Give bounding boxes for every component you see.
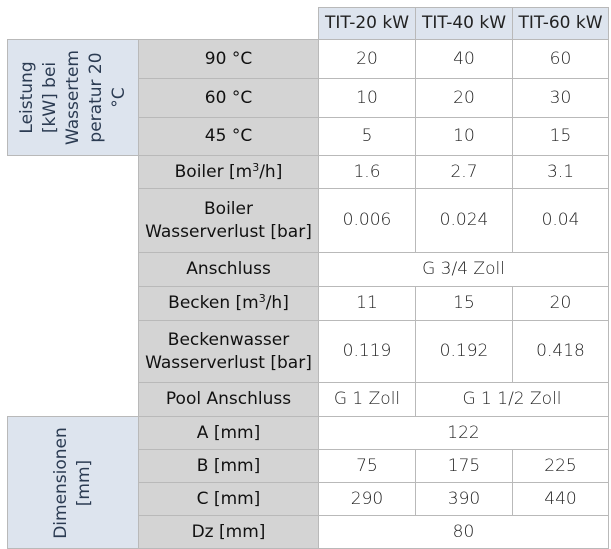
cell-boiler-loss-tit40: 0.024: [415, 188, 513, 253]
cell-boiler-tit40: 2.7: [415, 155, 513, 189]
header-blank: [7, 7, 319, 40]
cell-becken-loss-tit20: 0.119: [318, 320, 416, 383]
cell-45c-tit60: 15: [512, 116, 609, 157]
cell-becken-tit40: 15: [415, 286, 513, 321]
cell-a-all: 122: [318, 416, 609, 450]
cell-becken-loss-tit60: 0.418: [512, 320, 609, 383]
cell-pool-tit40-60: G 1 1/2 Zoll: [415, 382, 609, 417]
table-row-60c: 60 °C 10 20 30: [8, 78, 609, 118]
cell-boiler-tit20: 1.6: [318, 155, 416, 189]
row-label-becken-loss: Beckenwasser Wasserverlust [bar]: [138, 320, 319, 383]
cell-c-tit20: 290: [318, 482, 416, 516]
cell-becken-tit20: 11: [318, 286, 416, 321]
row-label-b: B [mm]: [138, 449, 319, 483]
row-label-pool-anschluss: Pool Anschluss: [138, 382, 319, 417]
row-label-dz: Dz [mm]: [138, 515, 319, 549]
table-row-a: Dimensionen [mm] A [mm] 122: [7, 416, 609, 549]
cell-pool-tit20: G 1 Zoll: [318, 382, 416, 417]
cell-60c-tit20: 10: [318, 78, 416, 118]
row-label-c: C [mm]: [138, 482, 319, 516]
row-label-anschluss: Anschluss: [138, 252, 319, 287]
cell-90c-tit20: 20: [318, 38, 416, 80]
table-row-dz: Dz [mm] 80: [8, 515, 609, 549]
cell-c-tit60: 440: [512, 482, 609, 516]
cell-b-tit60: 225: [512, 449, 609, 483]
spacer-cell: [7, 252, 139, 287]
spacer-cell: [7, 320, 139, 383]
cell-becken-tit60: 20: [512, 286, 609, 321]
cell-90c-tit40: 40: [415, 38, 513, 80]
cell-45c-tit20: 5: [318, 116, 416, 157]
column-header-tit20: TIT-20 kW: [318, 7, 416, 40]
row-label-boiler: Boiler [m3/h]: [138, 155, 319, 189]
cell-b-tit40: 175: [415, 449, 513, 483]
table-row-boiler: Boiler [m3/h] 1.6 2.7 3.1: [7, 155, 609, 189]
cell-60c-tit60: 30: [512, 78, 609, 118]
table-row-90c: Leistung [kW] bei Wassertem peratur 20 °…: [7, 38, 609, 156]
cell-anschluss-all: G 3/4 Zoll: [318, 252, 609, 287]
spacer-cell: [7, 155, 139, 189]
row-label-45c: 45 °C: [138, 116, 319, 157]
row-label-90c: 90 °C: [138, 38, 319, 80]
cell-dz-all: 80: [318, 515, 609, 549]
cell-90c-tit60: 60: [512, 38, 609, 80]
row-label-becken: Becken [m3/h]: [138, 286, 319, 321]
table-row-pool-anschluss: Pool Anschluss G 1 Zoll G 1 1/2 Zoll: [7, 382, 609, 417]
table-row-becken: Becken [m3/h] 11 15 20: [7, 286, 609, 321]
cell-60c-tit40: 20: [415, 78, 513, 118]
spacer-cell: [7, 188, 139, 253]
table-row-anschluss: Anschluss G 3/4 Zoll: [7, 252, 609, 287]
header-row: TIT-20 kW TIT-40 kW TIT-60 kW: [7, 7, 609, 40]
cell-boiler-tit60: 3.1: [512, 155, 609, 189]
column-header-tit40: TIT-40 kW: [415, 7, 513, 40]
table-row-boiler-loss: Boiler Wasserverlust [bar] 0.006 0.024 0.…: [7, 188, 609, 253]
row-label-a: A [mm]: [138, 416, 319, 450]
cell-45c-tit40: 10: [415, 116, 513, 157]
spacer-cell: [7, 286, 139, 321]
cell-boiler-loss-tit20: 0.006: [318, 188, 416, 253]
spacer-cell: [7, 382, 139, 417]
cell-becken-loss-tit40: 0.192: [415, 320, 513, 383]
row-label-60c: 60 °C: [138, 78, 319, 118]
cell-boiler-loss-tit60: 0.04: [512, 188, 609, 253]
group-label-dimensionen: Dimensionen [mm]: [7, 416, 139, 549]
specification-table: TIT-20 kW TIT-40 kW TIT-60 kW Leistung […: [7, 7, 609, 549]
table-row-becken-loss: Beckenwasser Wasserverlust [bar] 0.119 0.…: [7, 320, 609, 383]
column-header-tit60: TIT-60 kW: [512, 7, 609, 40]
row-label-boiler-loss: Boiler Wasserverlust [bar]: [138, 188, 319, 253]
group-label-leistung: Leistung [kW] bei Wassertem peratur 20 °…: [7, 39, 139, 156]
table-row-45c: 45 °C 5 10 15: [8, 116, 609, 157]
cell-b-tit20: 75: [318, 449, 416, 483]
cell-c-tit40: 390: [415, 482, 513, 516]
